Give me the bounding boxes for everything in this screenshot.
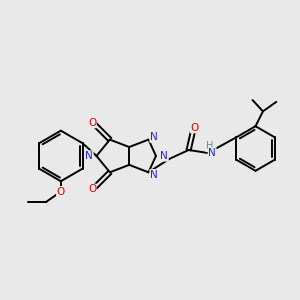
Text: H: H	[206, 141, 213, 152]
Text: N: N	[85, 151, 93, 161]
Text: N: N	[160, 151, 168, 161]
Text: O: O	[190, 123, 199, 133]
Text: O: O	[88, 118, 96, 128]
Text: O: O	[57, 187, 65, 196]
Text: N: N	[208, 148, 216, 158]
Text: O: O	[88, 184, 96, 194]
Text: N: N	[150, 132, 158, 142]
Text: N: N	[150, 170, 158, 180]
